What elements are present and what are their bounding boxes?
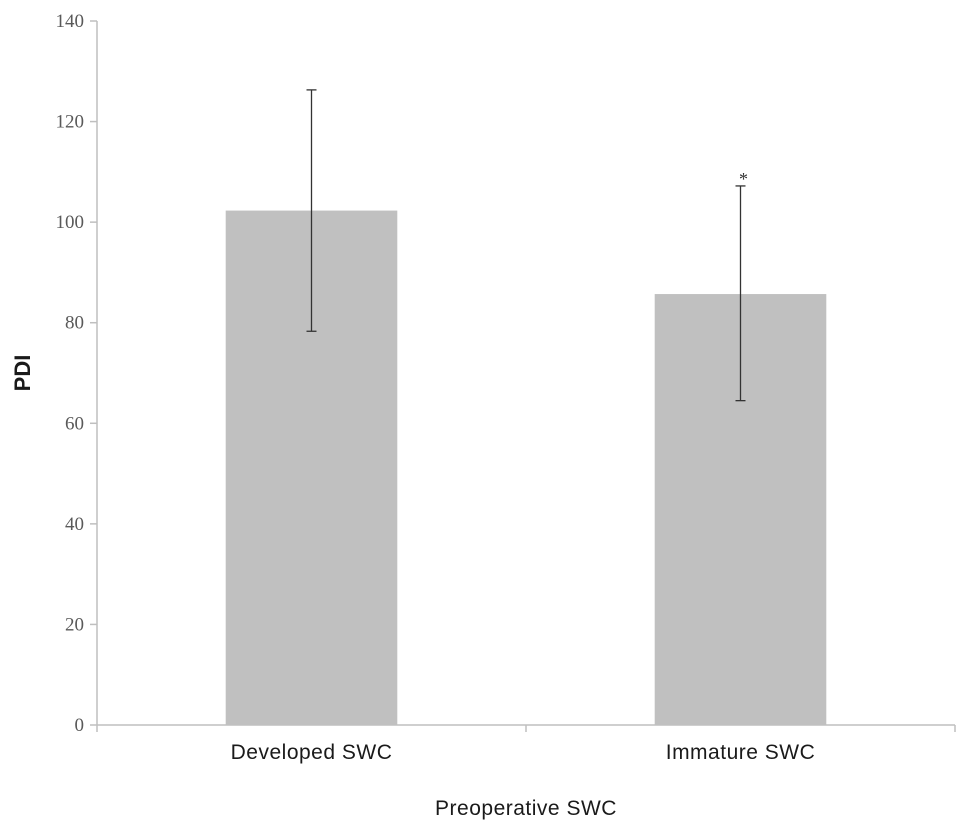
category-labels-group: Developed SWC Immature SWC [231, 741, 816, 764]
y-tick-label: 60 [65, 413, 84, 434]
bars-group [225, 210, 827, 725]
y-tick-label: 80 [65, 313, 84, 334]
x-tick-label: Developed SWC [231, 741, 393, 764]
y-axis-title: PDI [10, 355, 35, 392]
y-tick-label: 40 [65, 514, 84, 535]
x-tick-label: Immature SWC [666, 741, 816, 764]
y-tick-label: 0 [75, 715, 85, 736]
y-tick-label: 20 [65, 614, 84, 635]
y-axis: 0 20 40 60 80 100 120 140 [56, 11, 98, 736]
x-axis [96, 724, 956, 732]
significance-marker: * [739, 169, 748, 189]
error-bars-group: * [306, 89, 748, 402]
y-tick-label: 140 [56, 11, 85, 32]
y-tick-label: 120 [56, 112, 85, 133]
y-tick-label: 100 [56, 212, 85, 233]
x-axis-title: Preoperative SWC [435, 797, 617, 820]
